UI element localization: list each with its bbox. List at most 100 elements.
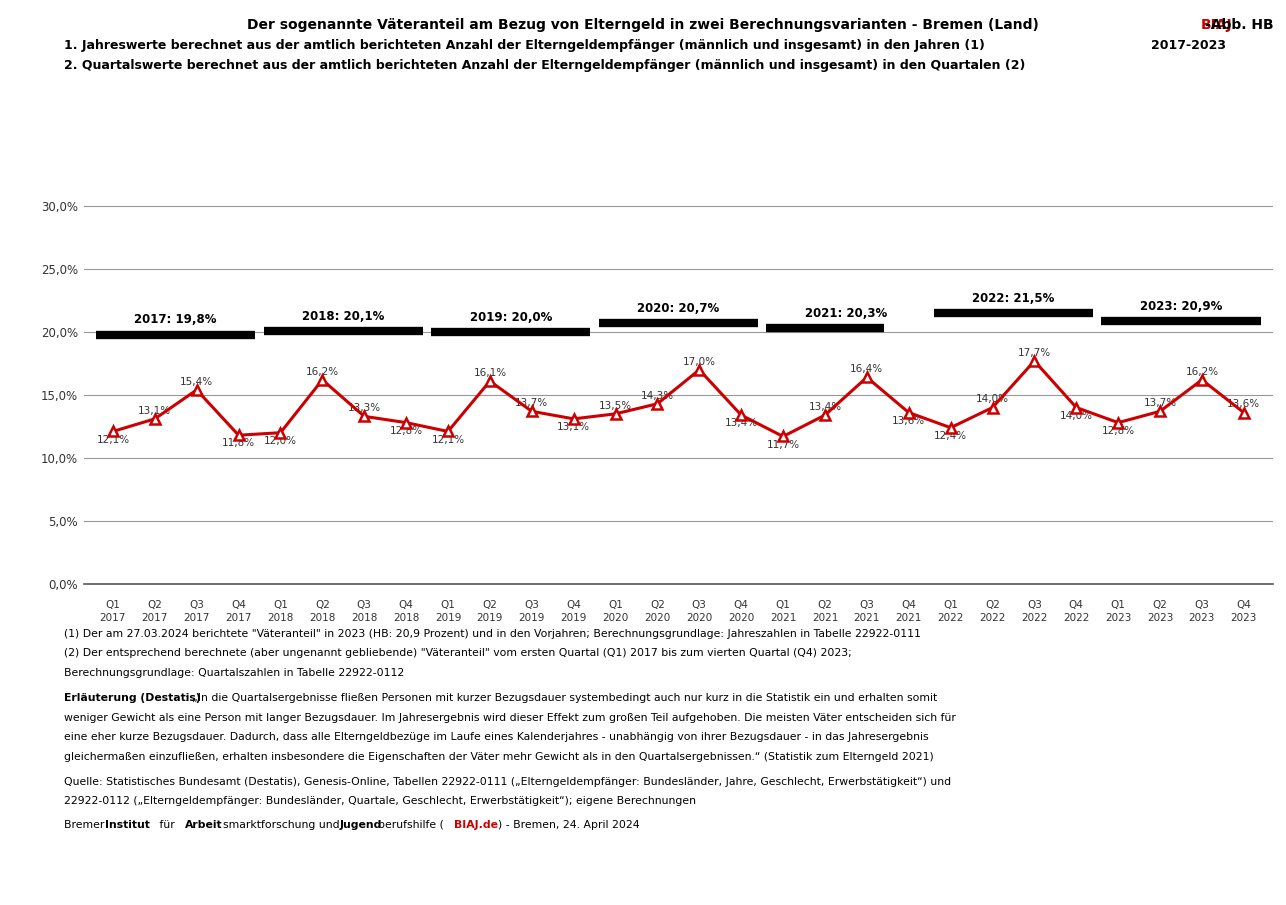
Text: 2023: 2023 [1105,613,1132,623]
Text: weniger Gewicht als eine Person mit langer Bezugsdauer. Im Jahresergebnis wird d: weniger Gewicht als eine Person mit lang… [64,712,957,722]
Text: BIAJ.de: BIAJ.de [454,820,498,830]
Text: 2018: 2018 [394,613,419,623]
Text: 2022: 21,5%: 2022: 21,5% [972,292,1055,305]
Text: (1) Der am 27.03.2024 berichtete "Väteranteil" in 2023 (HB: 20,9 Prozent) und in: (1) Der am 27.03.2024 berichtete "Vätera… [64,629,921,639]
Text: Q4: Q4 [1236,600,1251,610]
Text: berufshilfe (: berufshilfe ( [378,820,444,830]
Text: 2018: 2018 [267,613,293,623]
Text: 11,8%: 11,8% [222,438,255,448]
Text: Q4: Q4 [566,600,581,610]
Text: Quelle: Statistisches Bundesamt (Destatis), Genesis-Online, Tabellen 22922-0111 : Quelle: Statistisches Bundesamt (Destati… [64,776,952,786]
Text: Q1: Q1 [608,600,622,610]
Text: Q1: Q1 [943,600,958,610]
Text: 16,4%: 16,4% [850,364,883,374]
Text: 13,6%: 13,6% [892,415,926,425]
Text: 2018: 20,1%: 2018: 20,1% [302,310,385,322]
Text: Q4: Q4 [231,600,246,610]
Text: Q1: Q1 [441,600,455,610]
Text: 13,5%: 13,5% [599,401,633,411]
Text: Jugend: Jugend [340,820,382,830]
Text: gleichermaßen einzufließen, erhalten insbesondere die Eigenschaften der Väter me: gleichermaßen einzufließen, erhalten ins… [64,751,934,761]
Text: Q3: Q3 [859,600,874,610]
Text: 2018: 2018 [351,613,377,623]
Text: 2023: 2023 [1188,613,1215,623]
Text: 2022: 2022 [980,613,1006,623]
Text: 2021: 2021 [854,613,880,623]
Text: 2019: 2019 [477,613,503,623]
Text: 14,0%: 14,0% [976,395,1010,405]
Text: 15,4%: 15,4% [180,376,213,386]
Text: 17,7%: 17,7% [1017,348,1051,357]
Text: 1. Jahreswerte berechnet aus der amtlich berichteten Anzahl der Elterngeldempfän: 1. Jahreswerte berechnet aus der amtlich… [64,39,985,52]
Text: 2017: 2017 [141,613,168,623]
Text: 2021: 2021 [770,613,796,623]
Text: 2023: 20,9%: 2023: 20,9% [1139,300,1222,312]
Text: 13,1%: 13,1% [138,405,171,415]
Text: (2) Der entsprechend berechnete (aber ungenannt gebliebende) "Väteranteil" vom e: (2) Der entsprechend berechnete (aber un… [64,648,853,659]
Text: Q2: Q2 [649,600,665,610]
Text: 17,0%: 17,0% [683,357,716,367]
Text: Q4: Q4 [901,600,916,610]
Text: 2020: 2020 [602,613,629,623]
Text: Q4: Q4 [1069,600,1084,610]
Text: 12,4%: 12,4% [934,431,967,441]
Text: Bremer: Bremer [64,820,108,830]
Text: 2023: 2023 [1231,613,1256,623]
Text: Q2: Q2 [1152,600,1168,610]
Text: Q1: Q1 [105,600,121,610]
Text: 2023: 2023 [1147,613,1173,623]
Text: Q1: Q1 [273,600,288,610]
Text: 2020: 2020 [687,613,712,623]
Text: BIAJ: BIAJ [1200,18,1232,32]
Text: Institut: Institut [105,820,150,830]
Text: 13,7%: 13,7% [1143,398,1177,408]
Text: 2017-2023: 2017-2023 [1151,39,1226,52]
Text: ) - Bremen, 24. April 2024: ) - Bremen, 24. April 2024 [498,820,639,830]
Text: 2017: 19,8%: 2017: 19,8% [135,313,217,327]
Text: 2017: 2017 [184,613,210,623]
Text: 2021: 20,3%: 2021: 20,3% [805,307,887,320]
Text: 16,2%: 16,2% [306,367,340,376]
Text: Q1: Q1 [775,600,791,610]
Text: 2017: 2017 [100,613,126,623]
Text: 12,1%: 12,1% [431,434,464,444]
Text: 2022: 2022 [1021,613,1048,623]
Text: 2018: 2018 [309,613,336,623]
Text: 13,7%: 13,7% [516,398,548,408]
Text: 14,3%: 14,3% [640,391,674,401]
Text: Q3: Q3 [1028,600,1042,610]
Text: 13,4%: 13,4% [724,418,757,428]
Text: 13,3%: 13,3% [347,404,381,414]
Text: Q3: Q3 [692,600,707,610]
Text: 2017: 2017 [225,613,252,623]
Text: 11,7%: 11,7% [766,440,800,450]
Text: Q4: Q4 [734,600,748,610]
Text: 2021: 2021 [895,613,922,623]
Text: Erläuterung (Destatis): Erläuterung (Destatis) [64,693,201,703]
Text: 16,1%: 16,1% [473,368,507,378]
Text: 2020: 20,7%: 2020: 20,7% [638,302,719,315]
Text: 2022: 2022 [1064,613,1089,623]
Text: Q2: Q2 [482,600,498,610]
Text: Q2: Q2 [818,600,832,610]
Text: 16,2%: 16,2% [1186,367,1219,376]
Text: 2020: 2020 [728,613,755,623]
Text: 12,8%: 12,8% [1102,425,1134,436]
Text: Arbeit: Arbeit [185,820,222,830]
Text: Q2: Q2 [148,600,162,610]
Text: 14,0%: 14,0% [1060,411,1093,421]
Text: 13,4%: 13,4% [809,402,841,412]
Text: 22922-0112 („Elterngeldempfänger: Bundesländer, Quartale, Geschlecht, Erwerbstät: 22922-0112 („Elterngeldempfänger: Bundes… [64,796,696,806]
Text: 2022: 2022 [937,613,963,623]
Text: eine eher kurze Bezugsdauer. Dadurch, dass alle Elterngeldbezüge im Laufe eines : eine eher kurze Bezugsdauer. Dadurch, da… [64,732,928,742]
Text: Q1: Q1 [1111,600,1125,610]
Text: 2019: 20,0%: 2019: 20,0% [469,310,552,324]
Text: Q3: Q3 [189,600,204,610]
Text: : „In die Quartalsergebnisse fließen Personen mit kurzer Bezugsdauer systembedin: : „In die Quartalsergebnisse fließen Per… [185,693,937,703]
Text: Q3: Q3 [1195,600,1209,610]
Text: für: für [156,820,177,830]
Text: Q2: Q2 [985,600,1001,610]
Text: Berechnungsgrundlage: Quartalszahlen in Tabelle 22922-0112: Berechnungsgrundlage: Quartalszahlen in … [64,668,405,678]
Text: 13,1%: 13,1% [557,422,590,432]
Text: Der sogenannte Väteranteil am Bezug von Elterngeld in zwei Berechnungsvarianten : Der sogenannte Väteranteil am Bezug von … [247,18,1039,32]
